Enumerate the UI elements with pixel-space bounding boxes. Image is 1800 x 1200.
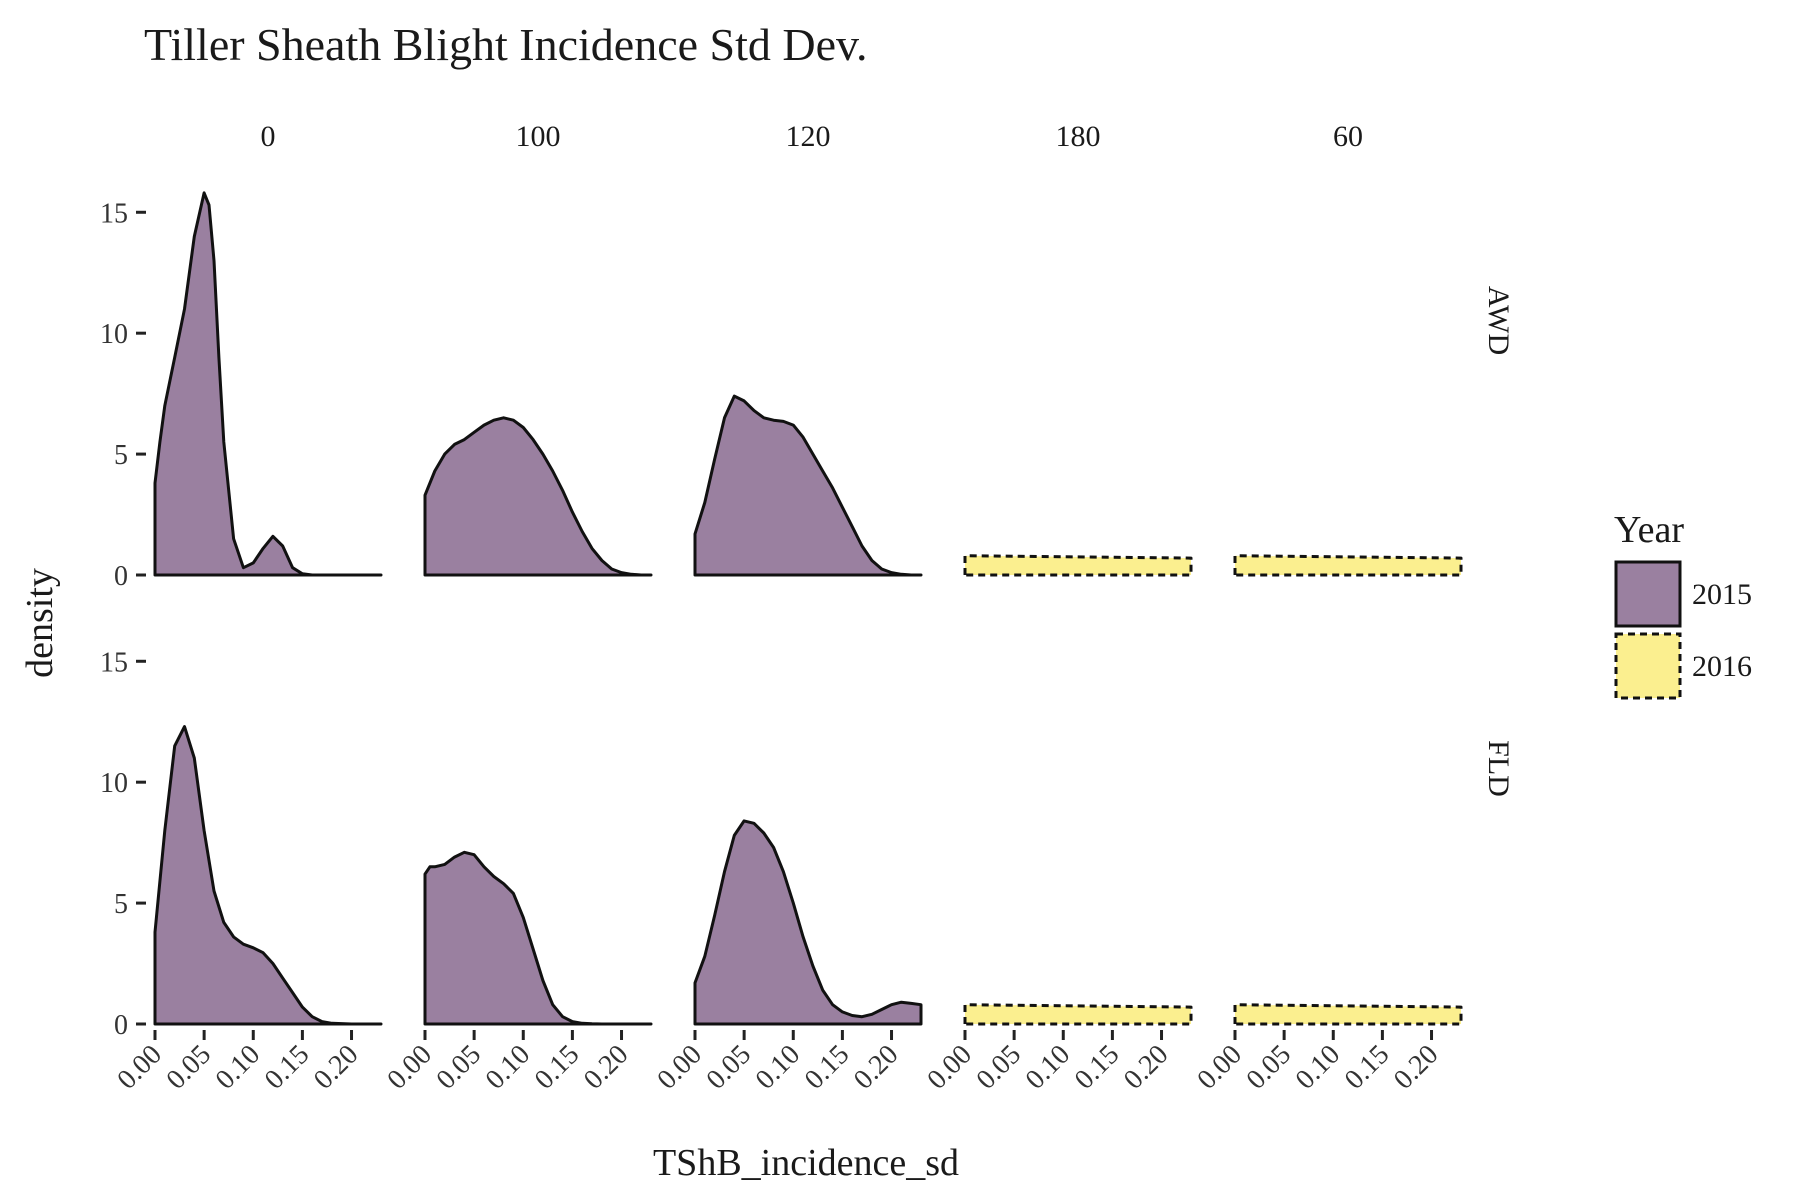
x-tick-label-120-0.15: 0.15 [799, 1039, 856, 1096]
chart-title: Tiller Sheath Blight Incidence Std Dev. [144, 19, 868, 70]
x-tick-label-120-0.2: 0.20 [848, 1039, 905, 1096]
x-tick-label-60-0: 0.00 [1191, 1039, 1248, 1096]
legend-label-2016: 2016 [1692, 650, 1752, 683]
x-tick-label-60-0.15: 0.15 [1339, 1039, 1396, 1096]
y-tick-label-AWD-15: 15 [100, 198, 128, 229]
x-tick-label-100-0.15: 0.15 [529, 1039, 586, 1096]
x-tick-label-120-0.05: 0.05 [701, 1039, 758, 1096]
y-axis-label: density [19, 568, 61, 678]
legend-title: Year [1614, 509, 1684, 551]
density-area-AWD-60-2016 [1233, 554, 1463, 577]
density-area-FLD-180-2016 [963, 1003, 1193, 1026]
density-area-FLD-0-2015 [153, 725, 383, 1026]
x-tick-label-0-0.05: 0.05 [161, 1039, 218, 1096]
x-tick-label-180-0.15: 0.15 [1069, 1039, 1126, 1096]
density-area-AWD-120-2015 [693, 394, 923, 577]
x-tick-label-0-0.15: 0.15 [259, 1039, 316, 1096]
legend-key-2015 [1614, 560, 1682, 628]
x-tick-label-180-0.2: 0.20 [1118, 1039, 1175, 1096]
x-tick-label-100-0: 0.00 [381, 1039, 438, 1096]
strip-label-col-180: 180 [1056, 120, 1101, 153]
strip-label-col-60: 60 [1333, 120, 1363, 153]
y-tick-label-FLD-5: 5 [114, 889, 128, 920]
x-tick-label-100-0.1: 0.10 [480, 1039, 537, 1096]
legend-key-2016 [1614, 632, 1682, 700]
x-tick-label-120-0: 0.00 [651, 1039, 708, 1096]
x-tick-label-120-0.1: 0.10 [750, 1039, 807, 1096]
strip-label-col-120: 120 [786, 120, 831, 153]
y-tick-label-AWD-10: 10 [100, 319, 128, 350]
y-tick-label-FLD-15: 15 [100, 647, 128, 678]
facet-panels [153, 191, 1463, 1026]
x-tick-label-100-0.05: 0.05 [431, 1039, 488, 1096]
legend: Year 2015 2016 [1614, 509, 1752, 700]
x-tick-label-0-0.2: 0.20 [308, 1039, 365, 1096]
y-tick-label-AWD-5: 5 [114, 440, 128, 471]
density-area-FLD-100-2015 [423, 850, 653, 1026]
x-tick-label-60-0.2: 0.20 [1388, 1039, 1445, 1096]
strip-label-row-FLD: FLD [1482, 740, 1515, 797]
strip-label-col-100: 100 [516, 120, 561, 153]
strip-label-row-AWD: AWD [1482, 286, 1515, 355]
y-tick-label-FLD-10: 10 [100, 768, 128, 799]
x-tick-label-0-0: 0.00 [111, 1039, 168, 1096]
density-area-AWD-0-2015 [153, 191, 383, 577]
legend-label-2015: 2015 [1692, 578, 1752, 611]
x-tick-label-60-0.05: 0.05 [1241, 1039, 1298, 1096]
density-area-FLD-120-2015 [693, 819, 923, 1026]
x-tick-label-180-0.1: 0.10 [1020, 1039, 1077, 1096]
y-tick-label-AWD-0: 0 [114, 561, 128, 592]
density-area-AWD-180-2016 [963, 554, 1193, 577]
strip-label-col-0: 0 [261, 120, 276, 153]
x-tick-label-180-0: 0.00 [921, 1039, 978, 1096]
x-tick-label-60-0.1: 0.10 [1290, 1039, 1347, 1096]
density-area-AWD-100-2015 [423, 416, 653, 577]
x-axis-label: TShB_incidence_sd [653, 1142, 959, 1184]
x-tick-label-100-0.2: 0.20 [578, 1039, 635, 1096]
density-area-FLD-60-2016 [1233, 1003, 1463, 1026]
x-tick-label-180-0.05: 0.05 [971, 1039, 1028, 1096]
y-tick-label-FLD-0: 0 [114, 1010, 128, 1041]
x-tick-label-0-0.1: 0.10 [210, 1039, 267, 1096]
